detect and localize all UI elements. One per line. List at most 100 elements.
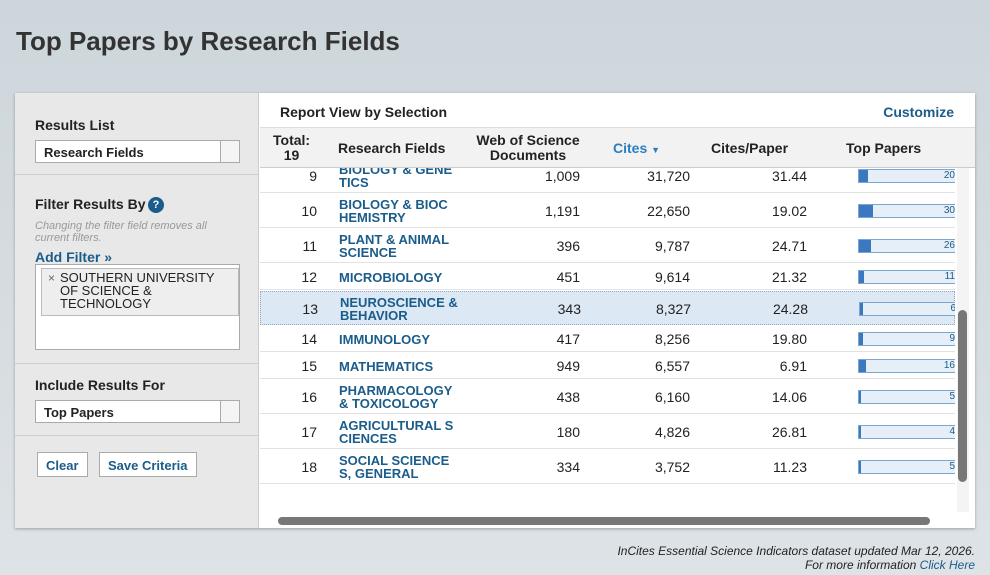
research-field: AGRICULTURAL SCIENCES	[339, 418, 454, 446]
header-documents[interactable]: Web of Science Documents	[476, 132, 580, 163]
separator	[15, 363, 259, 364]
header-cites[interactable]: Cites ▼	[613, 140, 661, 156]
results-list-label: Results List	[35, 117, 115, 133]
top-papers-fill	[859, 240, 871, 252]
add-filter-link[interactable]: Add Filter »	[35, 249, 113, 265]
cites-per-paper: 31.44	[771, 168, 807, 184]
top-papers-bar: 4	[858, 425, 955, 439]
top-papers-fill	[859, 461, 862, 473]
cites: 4,826	[654, 424, 690, 440]
rank: 17	[301, 424, 317, 440]
top-papers-fill	[859, 360, 867, 372]
footer-link[interactable]: Click Here	[919, 558, 975, 572]
top-papers-fill	[860, 303, 863, 315]
footer-updated: InCites Essential Science Indicators dat…	[617, 544, 975, 558]
top-papers-count: 16	[943, 360, 955, 371]
table-row: MICROBIOLOGY 12 451 9,614 21.32 11	[260, 264, 955, 290]
documents: 180	[556, 424, 580, 440]
top-papers-count: 26	[943, 240, 955, 251]
footer: InCites Essential Science Indicators dat…	[617, 544, 975, 572]
documents: 451	[556, 269, 580, 285]
top-papers-count: 5	[949, 391, 955, 402]
top-papers-bar: 11	[858, 270, 955, 284]
clear-button[interactable]: Clear	[37, 452, 88, 477]
help-icon[interactable]: ?	[148, 197, 164, 213]
separator	[15, 435, 259, 436]
header-field[interactable]: Research Fields	[338, 140, 446, 156]
customize-link[interactable]: Customize	[883, 104, 954, 120]
research-field: BIOLOGY & BIOCHEMISTRY	[339, 197, 448, 225]
table-row: MATHEMATICS 15 949 6,557 6.91 16	[260, 353, 955, 379]
filter-tag-text: SOUTHERN UNIVERSITY OF SCIENCE & TECHNOL…	[60, 270, 215, 311]
results-list-select[interactable]: Research Fields	[35, 140, 240, 163]
header-cites-text: Cites	[613, 140, 648, 156]
table-row: PHARMACOLOGY & TOXICOLOGY 16 438 6,160 14.06…	[260, 380, 955, 414]
total-label-text: Total:	[273, 132, 311, 148]
include-select[interactable]: Top Papers	[35, 400, 240, 423]
cites: 6,557	[654, 358, 690, 374]
separator	[15, 174, 259, 175]
research-field: PLANT & ANIMAL SCIENCE	[339, 232, 449, 260]
research-field: MICROBIOLOGY	[339, 269, 443, 285]
cites: 8,256	[654, 331, 690, 347]
cites: 22,650	[647, 203, 690, 219]
vertical-scrollbar[interactable]	[957, 168, 969, 512]
cites: 9,614	[654, 269, 690, 285]
page-title: Top Papers by Research Fields	[16, 26, 400, 56]
total-label: Total: 19	[273, 133, 310, 163]
top-papers-count: 4	[949, 426, 955, 437]
horizontal-scrollbar[interactable]	[265, 516, 955, 526]
rank: 18	[301, 459, 317, 475]
top-papers-count: 9	[949, 333, 955, 344]
table-row: SOCIAL SCIENCES, GENERAL 18 334 3,752 11.23 5	[260, 450, 955, 484]
top-papers-bar: 5	[858, 390, 955, 404]
top-papers-fill	[859, 271, 864, 283]
cites-per-paper: 19.80	[771, 331, 807, 347]
filter-remove[interactable]: ×	[48, 271, 56, 285]
total-count: 19	[283, 147, 300, 163]
top-papers-fill	[859, 426, 861, 438]
top-papers-bar: 26	[858, 239, 955, 253]
research-field: PHARMACOLOGY & TOXICOLOGY	[339, 383, 453, 411]
header-cites-per-paper[interactable]: Cites/Paper	[711, 140, 789, 156]
include-label: Include Results For	[35, 377, 165, 393]
rank: 12	[301, 269, 317, 285]
table-row: PLANT & ANIMAL SCIENCE 11 396 9,787 24.71 26	[260, 229, 955, 263]
cites-per-paper: 14.06	[771, 389, 807, 405]
top-papers-bar: 5	[858, 460, 955, 474]
documents: 334	[556, 459, 580, 475]
table-row: BIOLOGY & GENETICS 9 1,009 31,720 31.44 20	[260, 168, 955, 193]
top-papers-bar: 20	[858, 169, 955, 183]
report-title: Report View by Selection	[280, 104, 448, 120]
top-papers-count: 11	[944, 271, 955, 282]
research-field: SOCIAL SCIENCES, GENERAL	[339, 453, 450, 481]
panel: Results List Research Fields Filter Resu…	[15, 93, 975, 528]
header-top-papers[interactable]: Top Papers	[846, 140, 922, 156]
documents: 396	[556, 238, 580, 254]
documents: 343	[557, 301, 581, 317]
cites: 3,752	[654, 459, 690, 475]
top-papers-count: 20	[943, 170, 955, 181]
top-papers-bar: 30	[858, 204, 955, 218]
cites: 31,720	[647, 168, 690, 184]
rank: 16	[301, 389, 317, 405]
top-papers-count: 5	[949, 461, 955, 472]
rank: 11	[302, 238, 317, 254]
scroll-thumb[interactable]	[958, 310, 967, 482]
save-button[interactable]: Save Criteria	[99, 452, 197, 477]
rank: 10	[301, 203, 317, 219]
report-bar: Report View by Selection Customize	[260, 93, 975, 128]
cites: 8,327	[655, 301, 691, 317]
research-field: MATHEMATICS	[339, 358, 434, 374]
cites-per-paper: 26.81	[771, 424, 807, 440]
scroll-thumb[interactable]	[278, 517, 930, 525]
footer-more: For more information	[804, 558, 917, 572]
research-field: BIOLOGY & GENETICS	[339, 168, 453, 190]
top-papers-fill	[859, 391, 862, 403]
table-header: Total: 19 Research Fields Web of Science …	[260, 128, 975, 168]
table-row: IMMUNOLOGY 14 417 8,256 19.80 9	[260, 326, 955, 352]
table-row: BIOLOGY & BIOCHEMISTRY 10 1,191 22,650 19.02…	[260, 194, 955, 228]
table-row: AGRICULTURAL SCIENCES 17 180 4,826 26.81 4	[260, 415, 955, 449]
cites: 9,787	[654, 238, 690, 254]
filter-note: Changing the filter field removes all cu…	[35, 220, 207, 244]
